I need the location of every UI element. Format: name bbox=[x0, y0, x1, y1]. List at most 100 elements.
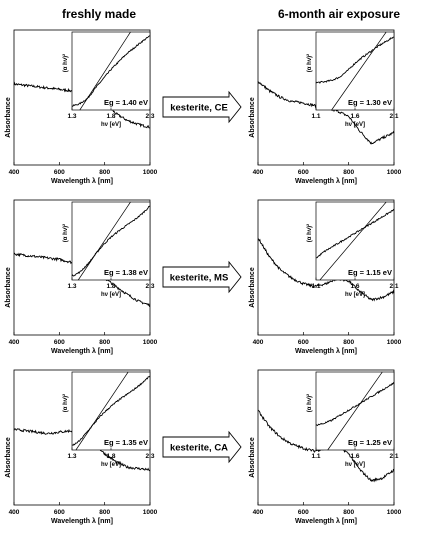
arrow-label: kesterite, MS bbox=[170, 273, 229, 284]
x-tick-label: 600 bbox=[54, 339, 65, 346]
tauc-curve bbox=[315, 36, 395, 84]
inset-x-tick-label: 1.3 bbox=[67, 453, 76, 460]
tauc-curve bbox=[71, 205, 151, 277]
arrow-label: kesterite, CE bbox=[170, 103, 228, 114]
x-tick-label: 800 bbox=[99, 509, 110, 516]
inset-y-axis-label: (α hν)² bbox=[62, 394, 69, 412]
band-gap-annotation: Eg = 1.15 eV bbox=[348, 268, 392, 277]
x-axis-label: Wavelength λ [nm] bbox=[51, 347, 113, 355]
x-tick-label: 600 bbox=[298, 169, 309, 176]
inset-x-tick-label: 2.1 bbox=[389, 283, 398, 290]
tauc-inset: 1.3 1.8 2.3 hν [eV] (α hν)² Eg = 1.35 eV bbox=[62, 371, 155, 468]
x-tick-label: 400 bbox=[253, 169, 264, 176]
process-arrow: kesterite, MS bbox=[162, 260, 242, 294]
x-axis-label: Wavelength λ [nm] bbox=[295, 177, 357, 185]
x-tick-label: 400 bbox=[9, 509, 20, 516]
inset-x-tick-label: 2.1 bbox=[389, 453, 398, 460]
band-gap-annotation: Eg = 1.35 eV bbox=[104, 438, 148, 447]
arrow-shape bbox=[162, 260, 242, 294]
band-gap-annotation: Eg = 1.38 eV bbox=[104, 268, 148, 277]
tauc-curve bbox=[71, 375, 151, 446]
left-column-title: freshly made bbox=[62, 7, 136, 21]
tauc-curve bbox=[315, 382, 395, 427]
inset-x-tick-label: 2.3 bbox=[145, 453, 154, 460]
inset-x-axis-label: hν [eV] bbox=[345, 292, 365, 298]
x-tick-label: 400 bbox=[253, 509, 264, 516]
x-tick-label: 600 bbox=[54, 169, 65, 176]
x-axis-label: Wavelength λ [nm] bbox=[51, 517, 113, 525]
x-tick-label: 400 bbox=[9, 169, 20, 176]
arrow-shape bbox=[162, 90, 242, 124]
y-axis-label: Absorbance bbox=[5, 437, 12, 478]
x-tick-label: 600 bbox=[298, 509, 309, 516]
tangent-line bbox=[327, 371, 383, 451]
y-axis-label: Absorbance bbox=[5, 97, 12, 138]
x-tick-label: 600 bbox=[54, 509, 65, 516]
inset-y-axis-label: (α hν)² bbox=[306, 394, 313, 412]
right-column-title: 6-month air exposure bbox=[278, 7, 400, 21]
x-tick-label: 400 bbox=[253, 339, 264, 346]
x-tick-label: 400 bbox=[9, 339, 20, 346]
process-arrow: kesterite, CA bbox=[162, 430, 242, 464]
inset-y-axis-label: (α hν)² bbox=[306, 54, 313, 72]
inset-x-tick-label: 1.8 bbox=[106, 453, 115, 460]
x-axis-label: Wavelength λ [nm] bbox=[295, 347, 357, 355]
spectrum-panel: 400 600 800 1000 Wavelength λ [nm] Absorbance… bbox=[249, 199, 402, 355]
spectrum-panel: 400 600 800 1000 Wavelength λ [nm] Absorbance… bbox=[5, 369, 158, 525]
inset-x-axis-label: hν [eV] bbox=[101, 292, 121, 298]
spectrum-panel: 400 600 800 1000 Wavelength λ [nm] Absorbance… bbox=[5, 199, 158, 355]
band-gap-annotation: Eg = 1.40 eV bbox=[104, 98, 148, 107]
tauc-inset: 1.1 1.6 2.1 hν [eV] (α hν)² Eg = 1.30 eV bbox=[306, 31, 399, 128]
inset-x-tick-label: 1.6 bbox=[350, 453, 359, 460]
inset-x-tick-label: 2.3 bbox=[145, 113, 154, 120]
tangent-line bbox=[75, 371, 129, 451]
band-gap-annotation: Eg = 1.30 eV bbox=[348, 98, 392, 107]
x-tick-label: 600 bbox=[298, 339, 309, 346]
tauc-inset: 1.1 1.6 2.1 hν [eV] (α hν)² Eg = 1.25 eV bbox=[306, 371, 399, 468]
spectrum-panel: 400 600 800 1000 Wavelength λ [nm] Absorbance… bbox=[249, 369, 402, 525]
tauc-curve bbox=[315, 208, 395, 259]
inset-x-tick-label: 1.1 bbox=[311, 453, 320, 460]
tangent-line bbox=[319, 201, 387, 281]
tangent-line bbox=[77, 201, 131, 281]
spectrum-panel: 400 600 800 1000 Wavelength λ [nm] Absorbance… bbox=[249, 29, 402, 185]
tauc-inset: 1.1 1.6 2.1 hν [eV] (α hν)² Eg = 1.15 eV bbox=[306, 201, 399, 298]
inset-x-axis-label: hν [eV] bbox=[345, 462, 365, 468]
arrow-label: kesterite, CA bbox=[170, 443, 228, 454]
x-tick-label: 800 bbox=[99, 339, 110, 346]
inset-x-tick-label: 1.1 bbox=[311, 113, 320, 120]
tauc-inset: 1.3 1.8 2.3 hν [eV] (α hν)² Eg = 1.38 eV bbox=[62, 201, 155, 298]
tangent-line bbox=[331, 31, 387, 111]
x-axis-label: Wavelength λ [nm] bbox=[295, 517, 357, 525]
inset-x-tick-label: 1.1 bbox=[311, 283, 320, 290]
x-tick-label: 1000 bbox=[387, 339, 402, 346]
inset-x-tick-label: 1.8 bbox=[106, 113, 115, 120]
inset-x-tick-label: 1.8 bbox=[106, 283, 115, 290]
band-gap-annotation: Eg = 1.25 eV bbox=[348, 438, 392, 447]
x-tick-label: 1000 bbox=[143, 169, 158, 176]
tangent-line bbox=[79, 31, 131, 111]
arrow-shape bbox=[162, 430, 242, 464]
y-axis-label: Absorbance bbox=[249, 97, 256, 138]
arrows: kesterite, CE kesterite, MS kesterite, CA bbox=[162, 90, 242, 464]
inset-y-axis-label: (α hν)² bbox=[62, 54, 69, 72]
inset-x-axis-label: hν [eV] bbox=[101, 462, 121, 468]
x-axis-label: Wavelength λ [nm] bbox=[51, 177, 113, 185]
tauc-curve bbox=[71, 35, 151, 107]
inset-x-tick-label: 2.3 bbox=[145, 283, 154, 290]
panels: 400 600 800 1000 Wavelength λ [nm] Absorbance… bbox=[5, 29, 402, 525]
inset-frame bbox=[315, 201, 395, 281]
absorbance-series-line bbox=[257, 238, 395, 302]
y-axis-label: Absorbance bbox=[249, 437, 256, 478]
x-tick-label: 1000 bbox=[387, 169, 402, 176]
x-tick-label: 800 bbox=[343, 169, 354, 176]
spectrum-panel: 400 600 800 1000 Wavelength λ [nm] Absorbance… bbox=[5, 29, 158, 185]
x-tick-label: 800 bbox=[343, 339, 354, 346]
y-axis-label: Absorbance bbox=[5, 267, 12, 308]
inset-x-tick-label: 1.6 bbox=[350, 113, 359, 120]
inset-x-tick-label: 1.3 bbox=[67, 113, 76, 120]
inset-x-tick-label: 1.3 bbox=[67, 283, 76, 290]
tauc-inset: 1.3 1.8 2.3 hν [eV] (α hν)² Eg = 1.40 eV bbox=[62, 31, 155, 128]
x-tick-label: 1000 bbox=[143, 339, 158, 346]
x-tick-label: 800 bbox=[343, 509, 354, 516]
